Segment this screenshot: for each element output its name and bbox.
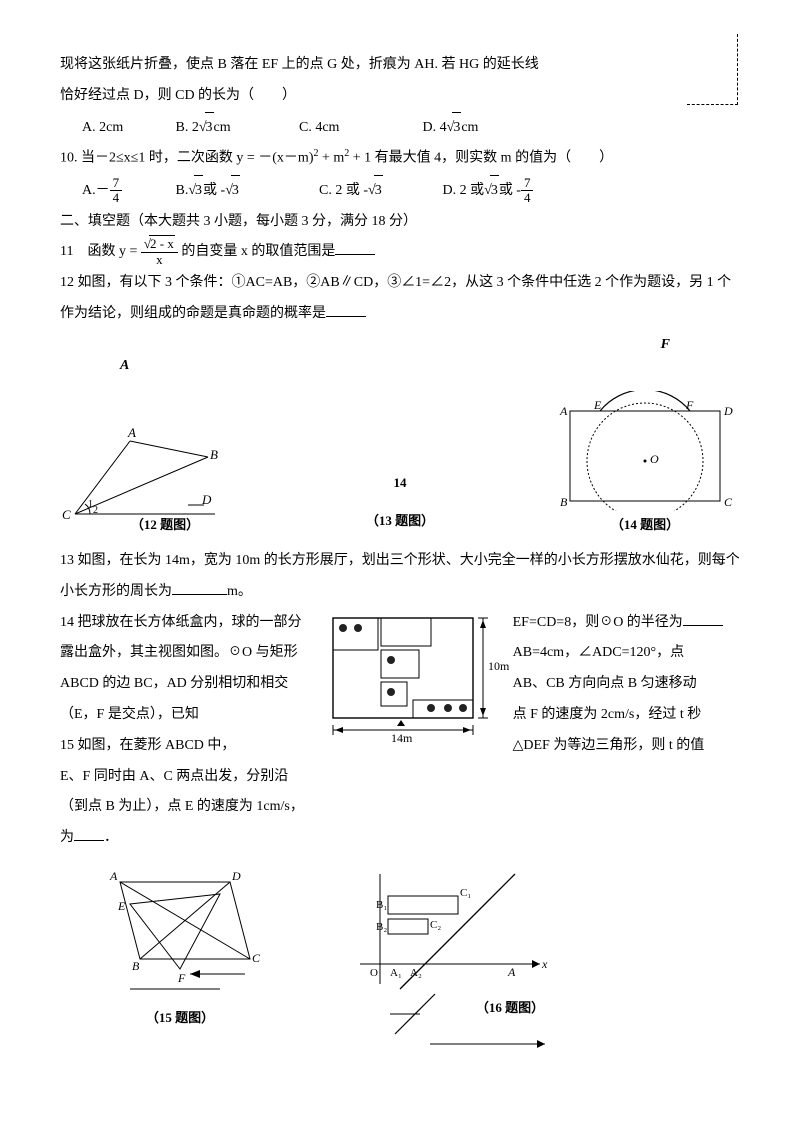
q10-opt-a: A. －74 xyxy=(82,176,172,207)
q9-opt-a: A. 2cm xyxy=(82,113,172,144)
svg-text:2: 2 xyxy=(93,505,98,516)
fig12-label-c: C xyxy=(62,507,71,522)
fig13-caption: （13 题图） xyxy=(366,507,434,536)
svg-text:B₂: B₂ xyxy=(376,921,387,933)
fig12-caption: （12 题图） xyxy=(80,511,250,540)
figure-row-2: A D B C E F （15 题图） O x B₁ C₁ B₂ xyxy=(60,864,740,1033)
fig14-title: F xyxy=(661,330,670,361)
q10-opt-b: B. 3 或 -3 xyxy=(176,175,316,207)
q11: 11 函数 y = 2 - x x 的自变量 x 的取值范围是 xyxy=(60,237,740,268)
q15-a: 15 如图，在菱形 ABCD 中， xyxy=(60,731,313,762)
dim-14m: 14m xyxy=(391,731,413,743)
svg-text:x: x xyxy=(541,957,548,971)
section-2-heading: 二、填空题（本大题共 3 小题，每小题 3 分，满分 18 分） xyxy=(60,207,740,238)
right-text-col: EF=CD=8，则☉O 的半径为 AB=4cm，∠ADC=120°，点 AB、C… xyxy=(513,608,740,762)
svg-text:O: O xyxy=(370,967,378,979)
q15-e: （到点 B 为止），点 E 的速度为 1cm/s， xyxy=(60,792,313,823)
q15-c: E、F 同时由 A、C 两点出发，分别沿 xyxy=(60,762,313,793)
svg-text:E: E xyxy=(593,398,602,412)
svg-text:B: B xyxy=(560,495,568,509)
q9-options: A. 2cm B. 23 cm C. 4cm D. 43 cm xyxy=(60,112,740,144)
q10-options: A. －74 B. 3 或 -3 C. 2 或 -3 D. 2 或 3 或 -7… xyxy=(60,175,740,207)
q9-opt-c: C. 4cm xyxy=(299,113,419,144)
fig15-caption: （15 题图） xyxy=(80,1004,280,1033)
svg-text:A₁: A₁ xyxy=(390,967,402,979)
fig13: 14 （13 题图） xyxy=(366,469,434,540)
q12: 12 如图，有以下 3 个条件：①AC=AB，②AB∥CD，③∠1=∠2，从这 … xyxy=(60,268,740,330)
q9-line2: 恰好经过点 D，则 CD 的长为（ ） xyxy=(60,81,740,112)
svg-text:A: A xyxy=(559,404,568,418)
q14-q15-block: 14 把球放在长方体纸盒内，球的一部分露出盒外，其主视图如图。☉O 与矩形 AB… xyxy=(60,608,740,824)
figure-row-1: A B C D 1 2 （12 题图） 14 （13 题图） A E F D xyxy=(60,391,740,540)
q9-opt-b: B. 23 cm xyxy=(176,112,296,144)
q9-line1: 现将这张纸片折叠，使点 B 落在 EF 上的点 G 处，折痕为 AH. 若 HG… xyxy=(60,50,740,81)
q10-opt-d: D. 2 或 3 或 -74 xyxy=(443,175,534,207)
q15-d: AB、CB 方向向点 B 匀速移动 xyxy=(513,669,740,700)
svg-text:F: F xyxy=(685,398,694,412)
fig15: A D B C E F （15 题图） xyxy=(80,864,280,1033)
fig12: A B C D 1 2 （12 题图） xyxy=(60,419,250,540)
fig12-label-b: B xyxy=(210,447,218,462)
q13: 13 如图，在长为 14m，宽为 10m 的长方形展厅，划出三个形状、大小完全一… xyxy=(60,546,740,608)
q15-h: 为． xyxy=(60,823,740,854)
svg-text:C: C xyxy=(252,951,261,965)
svg-text:F: F xyxy=(177,971,186,985)
svg-text:E: E xyxy=(117,899,126,913)
svg-text:D: D xyxy=(723,404,733,418)
left-text-col: 14 把球放在长方体纸盒内，球的一部分露出盒外，其主视图如图。☉O 与矩形 AB… xyxy=(60,608,313,824)
svg-text:A: A xyxy=(507,965,516,979)
fig12-label-a: A xyxy=(127,425,136,440)
dim-10m: 10m xyxy=(488,659,510,673)
q9-opt-d: D. 43 cm xyxy=(423,112,479,144)
svg-text:C₂: C₂ xyxy=(430,919,441,931)
q15-g: △DEF 为等边三角形，则 t 的值 xyxy=(513,731,740,762)
svg-text:A: A xyxy=(109,869,118,883)
svg-text:O: O xyxy=(650,452,659,466)
q15-f: 点 F 的速度为 2cm/s，经过 t 秒 xyxy=(513,700,740,731)
svg-text:C₁: C₁ xyxy=(460,887,471,899)
q14-a: 14 把球放在长方体纸盒内，球的一部分露出盒外，其主视图如图。☉O 与矩形 AB… xyxy=(60,608,313,731)
svg-text:A₂: A₂ xyxy=(410,967,422,979)
corner-dashed-box xyxy=(687,34,738,105)
q10-opt-c: C. 2 或 -3 xyxy=(319,175,439,207)
svg-text:C: C xyxy=(724,495,733,509)
fig14-caption: （14 题图） xyxy=(550,511,740,540)
fig-rect-plan: 10m 14m xyxy=(313,608,513,743)
svg-text:D: D xyxy=(231,869,241,883)
fig16: O x B₁ C₁ B₂ C₂ A₁ A₂ A （16 题图） xyxy=(340,864,560,1023)
q10-stem: 10. 当－2≤x≤1 时，二次函数 y = －(x－m)2 + m2 + 1 … xyxy=(60,143,740,174)
fig12-A-top: A xyxy=(120,358,129,373)
q15-b: AB=4cm，∠ADC=120°，点 xyxy=(513,638,740,669)
svg-text:B₁: B₁ xyxy=(376,899,387,911)
fig16-caption: （16 题图） xyxy=(460,994,560,1023)
svg-text:B: B xyxy=(132,959,140,973)
fig14: A E F D B C O （14 题图） xyxy=(550,391,740,540)
q14-b: EF=CD=8，则☉O 的半径为 xyxy=(513,608,740,639)
fig13-num: 14 xyxy=(366,469,434,498)
